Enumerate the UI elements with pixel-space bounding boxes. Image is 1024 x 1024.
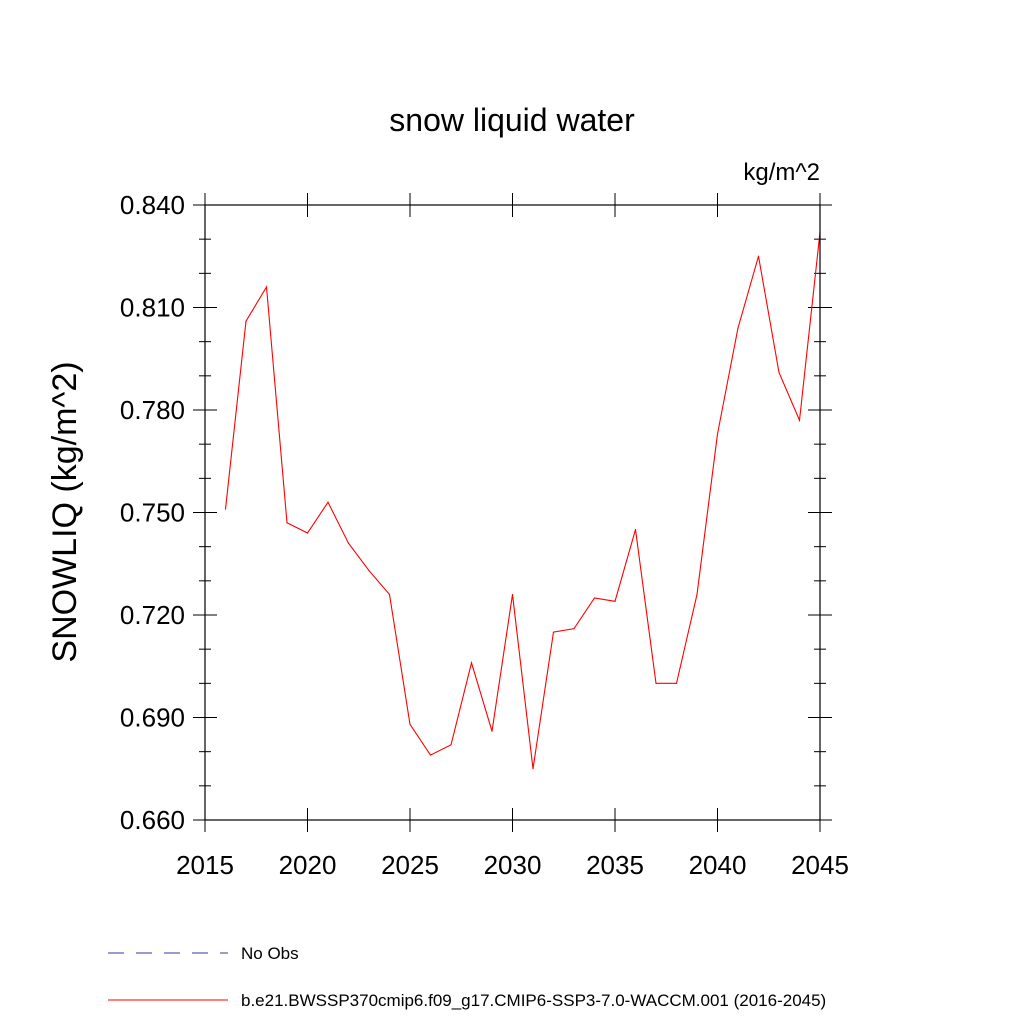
data-point bbox=[634, 528, 637, 531]
data-point bbox=[532, 768, 534, 770]
data-point bbox=[716, 433, 719, 435]
data-point bbox=[224, 508, 227, 510]
data-point bbox=[245, 320, 247, 322]
data-point bbox=[655, 682, 657, 684]
data-point bbox=[593, 597, 596, 599]
y-tick-label: 0.810 bbox=[120, 293, 185, 323]
x-tick-label: 2030 bbox=[484, 850, 542, 880]
y-tick-label: 0.660 bbox=[120, 805, 185, 835]
data-point bbox=[573, 628, 575, 630]
chart-title: snow liquid water bbox=[389, 102, 635, 138]
data-point bbox=[306, 532, 309, 534]
x-tick-label: 2035 bbox=[586, 850, 644, 880]
data-point bbox=[778, 371, 780, 374]
units-label: kg/m^2 bbox=[743, 159, 820, 186]
y-axis-label: SNOWLIQ (kg/m^2) bbox=[46, 361, 84, 662]
plot-frame bbox=[204, 204, 821, 821]
data-point bbox=[757, 255, 760, 257]
series-lines bbox=[224, 231, 821, 770]
data-point bbox=[429, 754, 432, 756]
data-point bbox=[798, 419, 801, 421]
series-line-model bbox=[224, 232, 821, 769]
data-point bbox=[388, 593, 391, 596]
legend-label-no-obs: No Obs bbox=[241, 944, 299, 963]
x-tick-label: 2020 bbox=[279, 850, 337, 880]
x-tick-labels: 2015 2020 2025 2030 2035 2040 2045 bbox=[176, 850, 849, 880]
legend-label-model: b.e21.BWSSP370cmip6.f09_g17.CMIP6-SSP3-7… bbox=[241, 991, 826, 1010]
y-tick-label: 0.720 bbox=[120, 600, 185, 630]
data-point bbox=[614, 600, 616, 602]
data-point bbox=[491, 730, 493, 732]
data-point bbox=[552, 631, 555, 633]
data-point bbox=[696, 593, 698, 596]
x-tick-label: 2015 bbox=[176, 850, 234, 880]
data-point bbox=[511, 593, 514, 596]
x-tick-label: 2045 bbox=[791, 850, 849, 880]
y-tick-label: 0.750 bbox=[120, 498, 185, 528]
data-point bbox=[347, 542, 350, 544]
data-point bbox=[327, 501, 329, 503]
y-tick-label: 0.840 bbox=[120, 190, 185, 220]
data-point bbox=[286, 522, 288, 524]
data-point bbox=[675, 682, 678, 684]
x-tick-label: 2040 bbox=[689, 850, 747, 880]
y-tick-label: 0.690 bbox=[120, 703, 185, 733]
x-tick-label: 2025 bbox=[381, 850, 439, 880]
data-point bbox=[470, 662, 473, 664]
y-tick-label: 0.780 bbox=[120, 395, 185, 425]
data-point bbox=[737, 327, 739, 329]
y-tick-labels: 0.660 0.690 0.720 0.750 0.780 0.810 0.840 bbox=[120, 190, 185, 835]
data-point bbox=[450, 744, 452, 746]
data-point bbox=[409, 723, 411, 725]
data-point bbox=[368, 569, 370, 572]
data-point bbox=[265, 286, 268, 288]
axis-ticks bbox=[193, 193, 832, 832]
legend: No Obs b.e21.BWSSP370cmip6.f09_g17.CMIP6… bbox=[108, 944, 826, 1010]
